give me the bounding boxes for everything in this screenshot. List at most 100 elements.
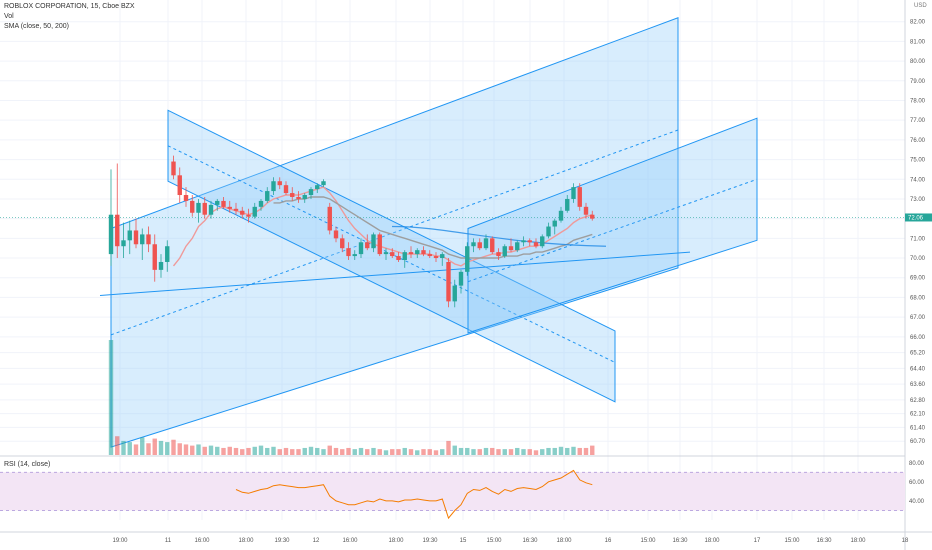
volume-bar [496, 449, 501, 455]
candle-body [465, 246, 470, 272]
volume-bar [565, 447, 570, 455]
price-tick-label: 60.70 [910, 439, 926, 445]
candle-body [452, 285, 457, 302]
price-tick-label: 76.00 [910, 138, 926, 144]
candle-body [527, 240, 532, 243]
candle-body [277, 181, 282, 186]
time-tick-label: 19:30 [274, 538, 290, 544]
volume-bar [483, 447, 489, 455]
candle-body [315, 185, 320, 190]
candle-body [483, 238, 489, 249]
candle-body [415, 250, 420, 255]
rsi-band [0, 472, 905, 511]
currency-label: USD [914, 3, 927, 9]
candle-body [196, 202, 201, 213]
volume-bar [540, 449, 545, 455]
time-tick-label: 18:00 [388, 538, 404, 544]
time-tick-label: 15:00 [784, 538, 800, 544]
price-tick-label: 68.00 [910, 295, 926, 301]
price-tick-label: 79.00 [910, 79, 926, 85]
time-tick-label: 16:30 [522, 538, 538, 544]
volume-bar [177, 443, 182, 455]
time-tick-label: 15:00 [486, 538, 502, 544]
volume-bar [246, 447, 251, 455]
volume-bar [365, 449, 370, 455]
volume-bar [590, 445, 595, 455]
volume-bar [327, 445, 332, 455]
candle-body [133, 230, 139, 245]
volume-legend: Vol [4, 13, 14, 20]
volume-bar [377, 449, 382, 455]
rsi-tick-label: 40.00 [909, 499, 925, 505]
time-tick-label: 16 [605, 538, 612, 544]
time-tick-label: 19:00 [112, 538, 128, 544]
candle-body [308, 189, 314, 196]
candle-body [208, 204, 214, 215]
candle-body [558, 210, 564, 221]
volume-bar [577, 447, 582, 455]
time-tick-label: 18:00 [850, 538, 866, 544]
axes: 80.00 60.00 40.00 82.00 81.00 80.00 79.00 78.00… [112, 20, 932, 544]
candle-body [358, 242, 364, 255]
time-tick-label: 11 [165, 538, 172, 544]
trend-line [99, 251, 691, 296]
candle-body [583, 206, 589, 215]
volume-bar [402, 447, 407, 455]
last-price-label: 72.06 [908, 215, 924, 221]
last-price-badge [905, 213, 932, 222]
volume-bar [346, 447, 351, 455]
volume-bar [227, 446, 232, 455]
candle-body [502, 246, 507, 257]
candle-body [140, 234, 145, 245]
candle-body [221, 200, 226, 207]
rsi-legend: RSI (14, close) [4, 461, 51, 468]
volume-bar [371, 447, 376, 455]
ascending-channel-recent [467, 117, 758, 334]
candle-body [590, 214, 595, 219]
candle-body [290, 193, 295, 197]
volume-bar [202, 446, 207, 455]
time-tick-label: 18 [902, 538, 909, 544]
candle-body [177, 175, 182, 196]
volume-bar [396, 449, 401, 455]
volume-bar [321, 449, 326, 455]
candle-body [515, 242, 520, 251]
price-tick-label: 80.00 [910, 59, 926, 65]
candle-body [552, 220, 557, 227]
candle-body [346, 248, 351, 257]
time-tick-label: 12 [313, 538, 320, 544]
candle-body [402, 252, 407, 261]
candle-body [427, 254, 432, 257]
candle-body [340, 238, 345, 249]
price-tick-label: 66.00 [910, 335, 926, 341]
candle-body [233, 208, 239, 211]
candle-body [240, 210, 245, 215]
candle-body [202, 202, 207, 215]
volume-bar [390, 449, 395, 455]
volume-bar [171, 439, 176, 455]
volume-bar [508, 449, 514, 455]
volume-bar [296, 449, 301, 455]
volume-bar [221, 447, 226, 455]
candle-body [421, 250, 426, 255]
volume-bar [333, 447, 339, 455]
candle-body [321, 181, 326, 186]
volume-bar [502, 449, 507, 455]
candle-body [327, 206, 332, 231]
price-tick-label: 75.00 [910, 158, 926, 164]
volume-bar [133, 444, 139, 455]
volume-bar [458, 447, 464, 455]
volume-bar [290, 449, 295, 455]
price-tick-label: 67.00 [910, 315, 926, 321]
volume-bar [233, 447, 239, 455]
volume-bar [121, 440, 126, 455]
price-tick-label: 74.00 [910, 177, 926, 183]
volume-bar [271, 446, 276, 455]
time-tick-label: 18:00 [704, 538, 720, 544]
volume-bars [108, 340, 595, 455]
candle-body [121, 240, 126, 247]
volume-bar [571, 446, 576, 455]
candles [108, 155, 595, 308]
